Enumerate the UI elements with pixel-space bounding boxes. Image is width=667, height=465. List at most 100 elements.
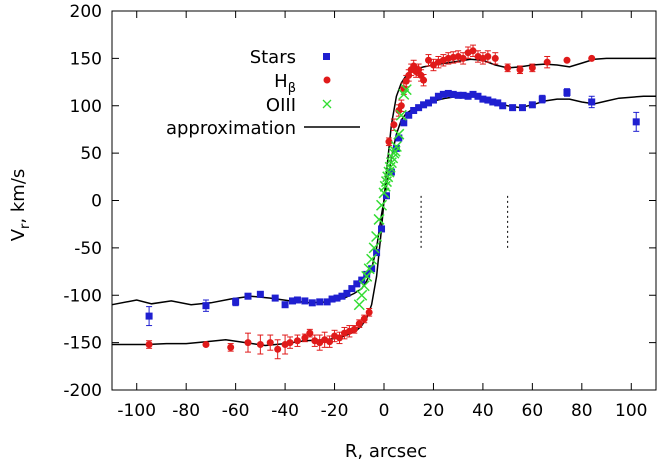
- data-points: [145, 44, 640, 360]
- oiii-point: [378, 187, 390, 199]
- stars-point: [281, 301, 289, 309]
- stars-point: [308, 299, 316, 307]
- hbeta-point: [385, 138, 393, 146]
- x-tick-label: -60: [222, 401, 250, 421]
- y-tick-label: -100: [63, 286, 102, 306]
- stars-point: [338, 292, 346, 300]
- stars-point: [464, 92, 472, 100]
- hbeta-point: [563, 56, 571, 64]
- stars-point: [400, 119, 408, 127]
- hbeta-point: [293, 337, 301, 345]
- stars-point: [410, 106, 418, 114]
- hbeta-point: [459, 54, 467, 62]
- oiii-point: [366, 253, 378, 265]
- hbeta-point: [145, 341, 153, 349]
- oiii-point: [400, 84, 412, 96]
- stars-point: [316, 298, 324, 306]
- hbeta-point: [397, 102, 405, 110]
- y-tick-label: 50: [80, 144, 102, 164]
- oiii-point: [356, 289, 368, 301]
- stars-point: [474, 92, 482, 100]
- stars-point: [405, 111, 413, 119]
- legend-label-oiii: OIII: [266, 95, 296, 116]
- hbeta-point: [355, 320, 363, 328]
- oiii-point: [358, 280, 370, 292]
- legend-label-hbeta: Hβ: [274, 71, 296, 96]
- hbeta-point: [227, 343, 235, 351]
- y-tick-label: -50: [74, 239, 102, 259]
- stars-point: [484, 96, 492, 104]
- stars-point: [368, 265, 376, 273]
- hbeta-point: [256, 341, 264, 349]
- x-tick-label: -100: [117, 401, 156, 421]
- y-tick-label: 200: [70, 2, 102, 22]
- hbeta-point: [326, 338, 334, 346]
- stars-point: [469, 90, 477, 98]
- x-tick-label: 40: [472, 401, 494, 421]
- y-tick-label: -150: [63, 334, 102, 354]
- stars-point: [343, 289, 351, 297]
- stars-point: [415, 104, 423, 112]
- stars-point: [439, 90, 447, 98]
- hbeta-point: [350, 325, 358, 333]
- hbeta-point: [588, 54, 596, 62]
- stars-point: [538, 95, 546, 103]
- reference-markers: [420, 195, 509, 248]
- oiii-point: [373, 213, 385, 225]
- stars-point: [328, 295, 336, 303]
- y-axis-label-sub: r: [18, 223, 33, 229]
- y-tick-label: 0: [91, 192, 102, 212]
- y-axis-ticks: -200 -150 -100 -50 0 50 100 150 200: [63, 2, 656, 401]
- stars-point: [509, 104, 517, 112]
- hbeta-point: [301, 334, 309, 342]
- stars-point: [293, 296, 301, 304]
- hbeta-point: [425, 56, 433, 64]
- legend-item-stars: Stars: [250, 47, 330, 68]
- legend-marker-cross: [322, 99, 332, 109]
- stars-point: [434, 92, 442, 100]
- stars-point: [479, 95, 487, 103]
- hbeta-point: [365, 308, 373, 316]
- oiii-point: [390, 140, 402, 153]
- hbeta-point: [244, 339, 252, 347]
- hbeta-point: [516, 66, 524, 74]
- y-tick-label: 100: [70, 97, 102, 117]
- legend-label-approximation: approximation: [166, 118, 296, 139]
- y-axis-label-main: V: [8, 228, 29, 241]
- x-tick-label: 80: [571, 401, 593, 421]
- y-tick-label: 150: [70, 49, 102, 69]
- hbeta-point: [274, 345, 282, 353]
- stars-point: [363, 270, 371, 278]
- stars-point: [425, 99, 433, 107]
- stars-point: [244, 292, 252, 300]
- stars-point: [588, 98, 596, 106]
- stars-point: [494, 99, 502, 107]
- legend-item-approximation: approximation: [166, 118, 360, 139]
- oiii-point: [361, 270, 373, 282]
- stars-point: [373, 249, 381, 257]
- x-tick-label: -80: [172, 401, 200, 421]
- stars-point: [348, 285, 356, 293]
- stars-point: [395, 134, 403, 142]
- stars-point: [378, 225, 386, 233]
- stars-point: [528, 101, 536, 109]
- hbeta-point: [504, 64, 512, 72]
- x-tick-label: 100: [615, 401, 647, 421]
- stars-point: [449, 90, 457, 98]
- stars-point: [301, 297, 309, 305]
- x-axis-ticks: -100 -80 -60 -40 -20 0 20 40 60 80 100: [117, 11, 647, 421]
- stars-point: [289, 297, 297, 305]
- hbeta-point: [266, 339, 274, 347]
- stars-point: [429, 96, 437, 104]
- legend-item-oiii: OIII: [266, 95, 332, 116]
- stars-point: [232, 298, 240, 306]
- hbeta-point: [390, 121, 398, 129]
- legend-label-stars: Stars: [250, 47, 296, 68]
- stars-point: [499, 102, 507, 110]
- legend-marker-square: [323, 53, 330, 60]
- legend: Stars Hβ OIII approximation: [166, 47, 360, 139]
- x-tick-label: -20: [321, 401, 349, 421]
- hbeta-point: [202, 341, 210, 349]
- legend-item-hbeta: Hβ: [274, 71, 331, 96]
